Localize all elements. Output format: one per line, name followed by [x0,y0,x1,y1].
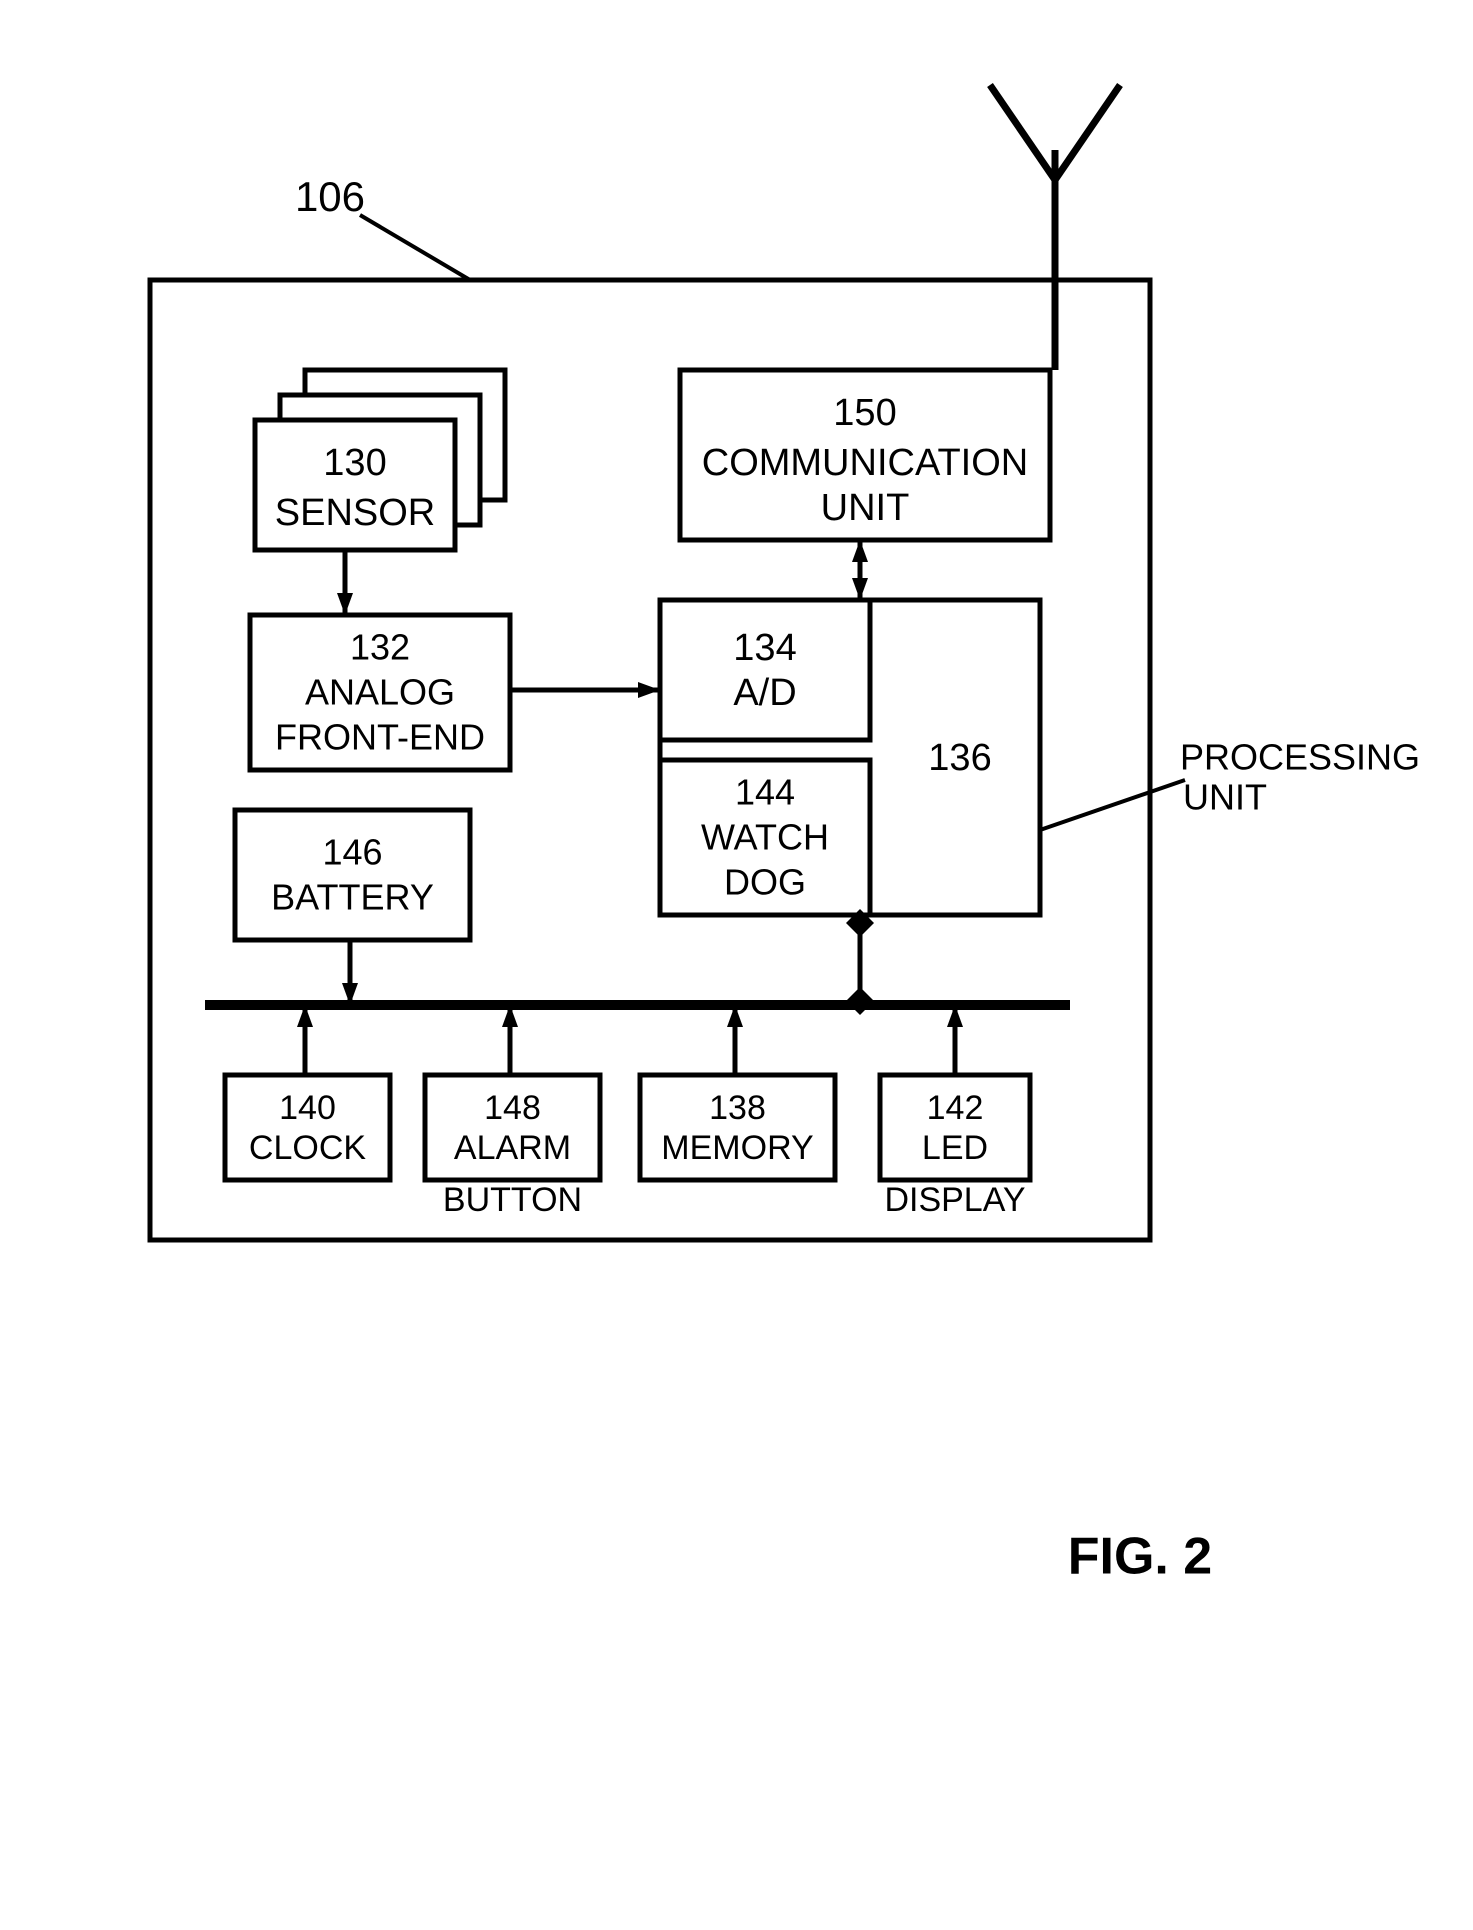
alarm-label1: ALARM [454,1129,571,1167]
alarm-label2: BUTTON [443,1181,582,1219]
ref-106: 106 [295,173,365,220]
proc-num-136: 136 [928,737,991,779]
processing-unit-label2: UNIT [1183,777,1267,818]
ad-label: A/D [733,672,796,714]
watchdog-num: 144 [735,772,795,813]
clock-label: CLOCK [249,1129,366,1167]
antenna-v-left [990,85,1055,180]
memory-num: 138 [709,1089,766,1127]
processing-unit-label1: PROCESSING [1180,737,1420,778]
led-label1: LED [922,1129,988,1167]
sensor-label: SENSOR [275,492,435,534]
battery-num: 146 [322,832,382,873]
sensor-num: 130 [323,442,386,484]
watchdog-label1: WATCH [701,817,829,858]
analog-label1: ANALOG [305,672,455,713]
battery-box [235,810,470,940]
watchdog-label2: DOG [724,862,806,903]
memory-label: MEMORY [661,1129,813,1167]
antenna-v-right [1055,85,1120,180]
battery-label: BATTERY [271,877,434,918]
clock-num: 140 [279,1089,336,1127]
led-label2: DISPLAY [884,1181,1025,1219]
alarm-num: 148 [484,1089,541,1127]
led-num: 142 [927,1089,984,1127]
analog-label2: FRONT-END [275,717,485,758]
ad-num: 134 [733,627,796,669]
block-diagram: 106130SENSOR150COMMUNICATIONUNIT132ANALO… [0,0,1473,1930]
comm-label2: UNIT [821,487,910,529]
ad-box [660,600,870,740]
comm-label1: COMMUNICATION [702,442,1029,484]
figure-label: FIG. 2 [1068,1528,1212,1586]
comm-num: 150 [833,392,896,434]
leader-106 [360,215,470,280]
analog-num: 132 [350,627,410,668]
